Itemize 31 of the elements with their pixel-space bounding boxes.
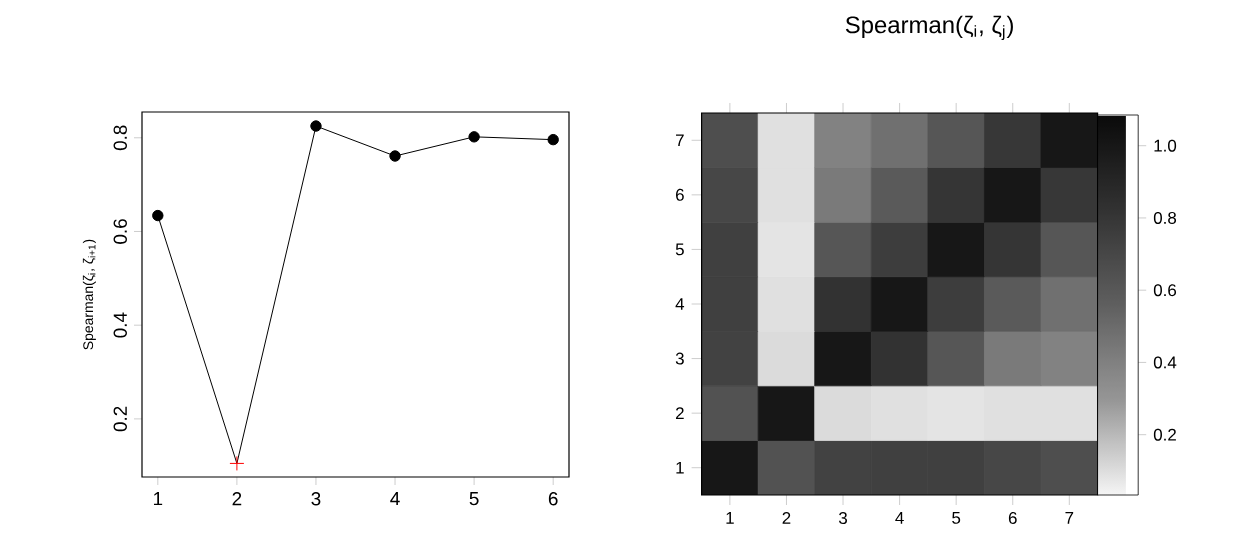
x-tick-label: 3 [311, 492, 321, 506]
x-tick-label: 4 [895, 512, 904, 524]
x-tick-label: 6 [1008, 512, 1017, 525]
x-tick-label: 3 [838, 512, 848, 525]
color-bar-label: 0.8 [1153, 211, 1177, 224]
x-tick-label: 7 [1065, 512, 1074, 524]
x-tick-label: 2 [782, 512, 791, 524]
color-bar-label: 0.4 [1153, 356, 1177, 369]
x-tick-label: 1 [153, 492, 163, 506]
y-axis-title: Spearman(ζ$_{i}$, ζ$_{i+1}$) [82, 239, 96, 350]
y-tick-label: 0.2 [113, 406, 127, 432]
color-bar-label: 1.0 [1154, 139, 1177, 152]
x-tick-label: 5 [952, 512, 961, 524]
chart-title: Spearman(ζ$_{i}$, ζ$_{j}$) [845, 15, 1013, 40]
y-tick-label: 7 [676, 134, 684, 147]
x-tick-label: 1 [726, 512, 734, 524]
color-bar-label: 0.6 [1153, 284, 1177, 297]
y-tick-label: 5 [675, 243, 684, 256]
x-tick-label: 2 [232, 492, 242, 506]
y-tick-label: 1 [676, 461, 684, 474]
color-bar-label: 0.2 [1153, 428, 1176, 441]
y-tick-label: 0.8 [113, 125, 127, 151]
x-tick-label: 5 [469, 492, 479, 506]
y-tick-label: 3 [675, 352, 684, 365]
x-tick-label: 4 [390, 492, 400, 506]
x-tick-label: 6 [548, 492, 558, 506]
y-tick-label: 4 [675, 298, 685, 310]
y-tick-label: 0.4 [113, 312, 127, 338]
y-tick-label: 0.6 [113, 219, 127, 244]
y-tick-label: 6 [676, 188, 684, 201]
y-tick-label: 2 [675, 407, 684, 420]
